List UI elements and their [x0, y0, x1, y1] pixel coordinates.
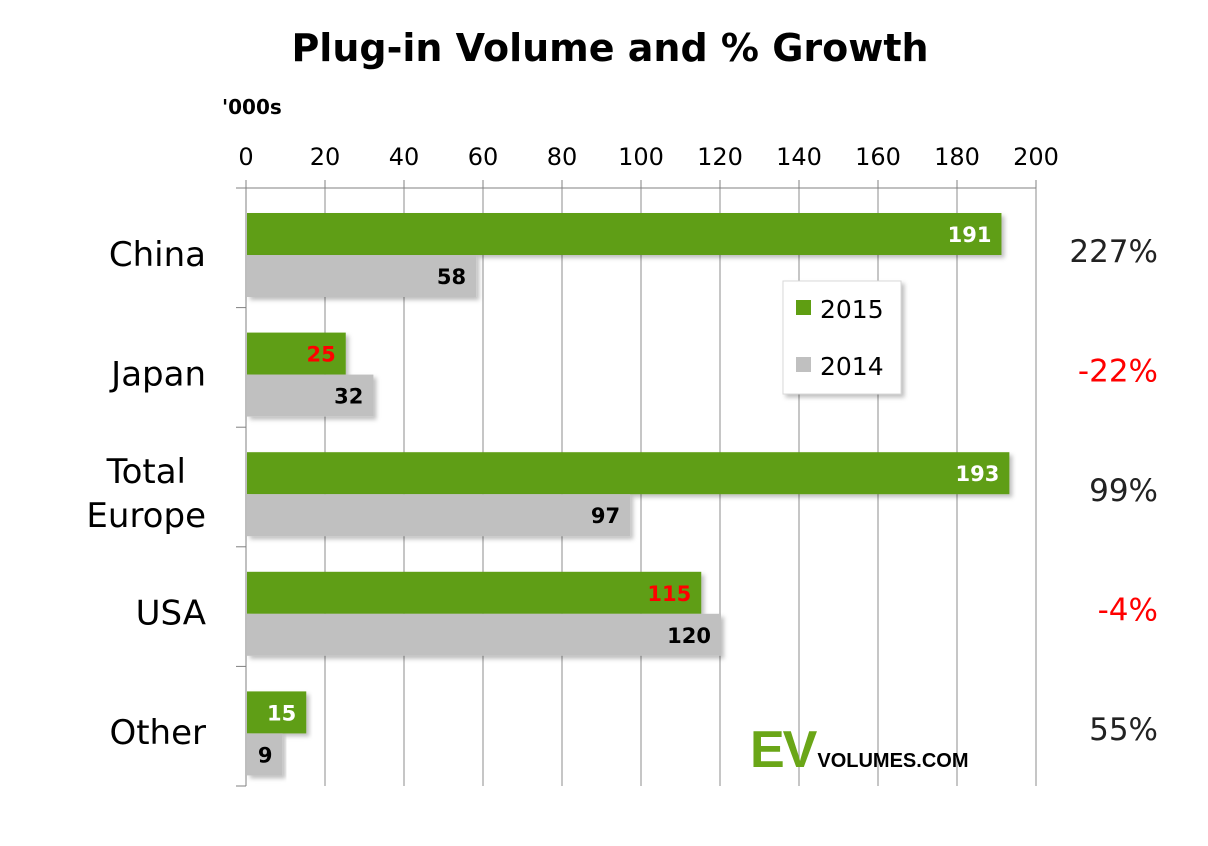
- data-label: 15: [267, 701, 296, 725]
- category-label: Japan: [109, 354, 206, 394]
- data-label: 191: [948, 223, 992, 247]
- bar-2014-2: [247, 494, 631, 537]
- growth-label: -4%: [1098, 593, 1158, 629]
- data-label: 120: [667, 624, 711, 648]
- category-label: Other: [109, 713, 206, 753]
- category-label: China: [109, 235, 206, 275]
- data-label: 97: [591, 504, 620, 528]
- data-label: 9: [258, 743, 273, 767]
- bar-2015-4: [247, 691, 307, 734]
- legend-box: [782, 280, 902, 395]
- bar-2014-0: [247, 255, 477, 297]
- category-label: Total Europe: [86, 452, 206, 536]
- category-label-line: Total: [106, 452, 186, 492]
- bar-2014-1: [247, 374, 374, 417]
- legend-label: 2014: [820, 352, 884, 381]
- legend-swatch: [796, 357, 811, 372]
- x-tick-label: 100: [618, 143, 664, 171]
- legend-label: 2015: [820, 295, 884, 324]
- category-label: USA: [136, 594, 206, 634]
- category-label-line: Other: [109, 713, 206, 753]
- bar-2015-2: [247, 452, 1010, 495]
- chart-title: Plug-in Volume and % Growth: [291, 26, 929, 70]
- evvolumes-logo: EV VOLUMES.COM: [750, 720, 969, 780]
- x-tick-label: 40: [389, 143, 420, 171]
- category-label-line: China: [109, 235, 206, 275]
- axes: 0 20 40 60 80 100 120 140 160 180 200: [236, 143, 1059, 787]
- growth-label: -22%: [1078, 353, 1158, 389]
- x-tick-label: 0: [238, 143, 253, 171]
- category-label-line: Europe: [86, 496, 206, 536]
- data-labels: 191 58 China 227% 25 32 Japan -22% 193 97 Total Eur…: [86, 223, 1158, 767]
- legend: 2015 2014: [782, 280, 902, 395]
- bar-2014-4: [247, 733, 283, 776]
- data-label: 25: [307, 343, 336, 367]
- bar-2014-3: [247, 613, 721, 656]
- x-tick-label: 160: [855, 143, 901, 171]
- category-label-line: USA: [136, 594, 206, 634]
- x-tick-label: 200: [1013, 143, 1059, 171]
- growth-label: 99%: [1089, 473, 1158, 509]
- logo-ev-text: EV: [750, 721, 817, 779]
- unit-label: '000s: [222, 95, 282, 119]
- bar-2015-0: [247, 213, 1002, 255]
- logo-volumes-text: VOLUMES.COM: [817, 750, 969, 772]
- bar-2015-1: [247, 332, 346, 375]
- category-label-line: Japan: [109, 354, 206, 394]
- bar-2015-3: [247, 571, 702, 614]
- growth-label: 55%: [1089, 712, 1158, 748]
- x-tick-label: 20: [310, 143, 341, 171]
- growth-label: 227%: [1069, 234, 1158, 270]
- x-tick-label: 80: [547, 143, 578, 171]
- x-tick-label: 180: [934, 143, 980, 171]
- data-label: 32: [334, 385, 363, 409]
- bars: [247, 213, 1010, 776]
- data-label: 58: [437, 265, 466, 289]
- data-label: 193: [956, 462, 1000, 486]
- x-tick-label: 140: [776, 143, 822, 171]
- data-label: 115: [647, 582, 691, 606]
- x-tick-label: 60: [468, 143, 499, 171]
- x-tick-label: 120: [697, 143, 743, 171]
- legend-swatch: [796, 300, 811, 315]
